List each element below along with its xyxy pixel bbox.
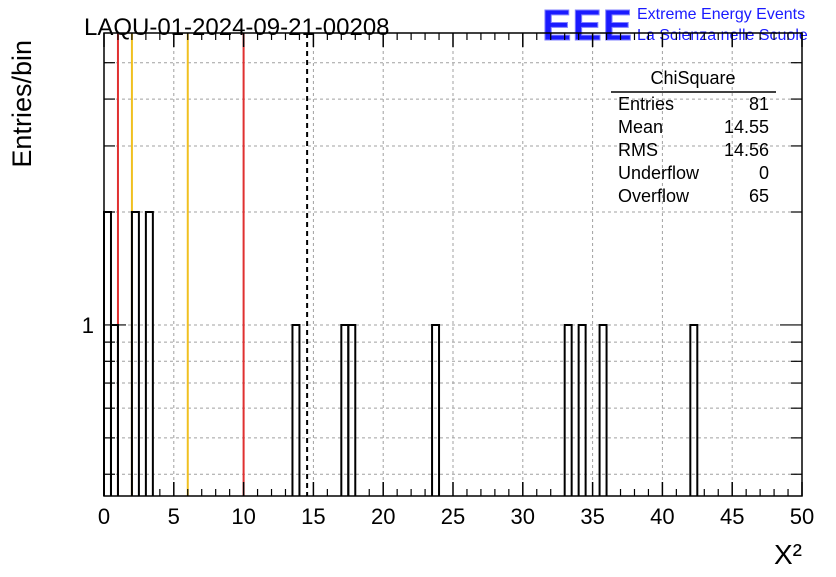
- histogram-bin: [109, 323, 119, 496]
- histogram-bin: [598, 323, 608, 496]
- stats-row-label: Underflow: [618, 163, 700, 183]
- stats-row-value: 65: [749, 186, 769, 206]
- stats-row-label: Entries: [618, 94, 674, 114]
- histogram-bin: [577, 323, 587, 496]
- x-tick-label: 35: [580, 504, 604, 529]
- x-tick-label: 10: [231, 504, 255, 529]
- axes: 0 5 10 15 20 25 30 35 40 45 50 1: [82, 32, 814, 529]
- histogram-bin: [689, 323, 699, 496]
- histogram-bin: [347, 323, 357, 496]
- stats-row-value: 0: [759, 163, 769, 183]
- logo-line-2: La Scienza nelle Scuole: [637, 27, 808, 44]
- histogram-bins: [103, 211, 699, 496]
- stats-row-label: RMS: [618, 140, 658, 160]
- histogram-bin: [340, 323, 350, 496]
- x-tick-label: 0: [98, 504, 110, 529]
- x-tick-label: 20: [371, 504, 395, 529]
- chart-title: LAQU-01-2024-09-21-00208: [84, 14, 390, 41]
- histogram-bin: [291, 323, 301, 496]
- x-tick-label: 25: [441, 504, 465, 529]
- x-tick-label: 40: [650, 504, 674, 529]
- histogram-bin: [130, 211, 140, 496]
- stats-rows: Entries 81 Mean 14.55 RMS 14.56 Underflow 0 Over…: [618, 94, 769, 206]
- y-tick-label: 1: [82, 313, 94, 338]
- stats-row-label: Mean: [618, 117, 663, 137]
- stats-title: ChiSquare: [650, 68, 735, 88]
- stats-row-label: Overflow: [618, 186, 690, 206]
- stats-row-value: 14.55: [724, 117, 769, 137]
- logo-line-1: Extreme Energy Events: [637, 6, 805, 23]
- histogram-bin: [144, 211, 154, 496]
- histogram-bin: [431, 323, 441, 496]
- x-tick-label: 50: [790, 504, 814, 529]
- x-axis-label: X²: [774, 539, 802, 570]
- stats-box: ChiSquare Entries 81 Mean 14.55 RMS 14.56 Unde…: [611, 68, 776, 206]
- x-tick-label: 5: [168, 504, 180, 529]
- x-tick-label: 30: [511, 504, 535, 529]
- histogram-bin: [563, 323, 573, 496]
- stats-row-value: 14.56: [724, 140, 769, 160]
- eee-logo: EEE: [542, 1, 633, 50]
- histogram-bin: [103, 211, 112, 496]
- y-axis-label: Entries/bin: [7, 40, 37, 168]
- stats-row-value: 81: [749, 94, 769, 114]
- x-tick-label: 15: [301, 504, 325, 529]
- x-tick-label: 45: [720, 504, 744, 529]
